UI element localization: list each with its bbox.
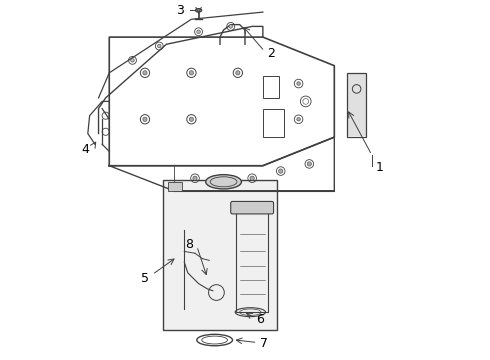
- Circle shape: [189, 71, 194, 75]
- Text: 1: 1: [375, 161, 383, 174]
- FancyBboxPatch shape: [231, 202, 273, 214]
- Text: 7: 7: [260, 337, 269, 350]
- Circle shape: [250, 176, 254, 180]
- Circle shape: [297, 82, 300, 85]
- Text: 8: 8: [185, 238, 193, 251]
- Bar: [347, 73, 366, 136]
- Bar: [263, 76, 279, 98]
- Text: 3: 3: [176, 4, 184, 17]
- Text: 4: 4: [82, 143, 90, 156]
- Circle shape: [229, 24, 232, 28]
- Text: 5: 5: [141, 272, 148, 285]
- Circle shape: [297, 117, 300, 121]
- Circle shape: [157, 44, 161, 48]
- Text: 2: 2: [268, 47, 275, 60]
- Bar: [236, 212, 268, 312]
- Circle shape: [143, 117, 147, 121]
- Ellipse shape: [206, 175, 242, 189]
- Text: 6: 6: [256, 313, 264, 326]
- Circle shape: [197, 30, 200, 33]
- Circle shape: [143, 71, 147, 75]
- Bar: [168, 182, 182, 191]
- Bar: [347, 73, 367, 137]
- Circle shape: [131, 59, 134, 62]
- Circle shape: [193, 176, 197, 180]
- Circle shape: [279, 169, 283, 173]
- Bar: [263, 109, 284, 137]
- Ellipse shape: [196, 9, 202, 12]
- Circle shape: [307, 162, 312, 166]
- Circle shape: [189, 117, 194, 121]
- Circle shape: [236, 71, 240, 75]
- Bar: [163, 180, 277, 330]
